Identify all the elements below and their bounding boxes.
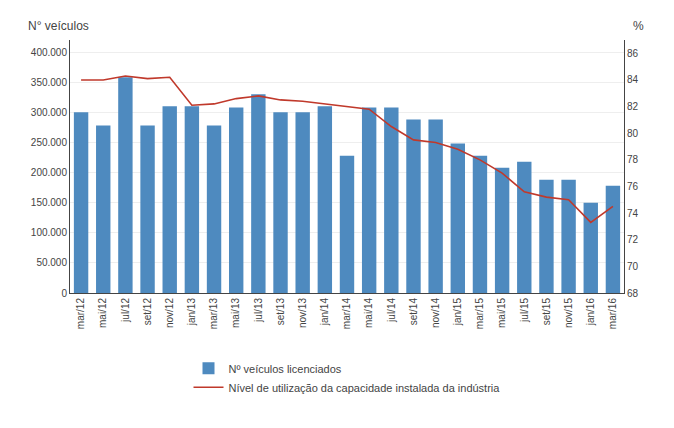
svg-text:Nº veículos licenciados: Nº veículos licenciados [229, 363, 342, 375]
svg-text:mai/13: mai/13 [230, 298, 241, 328]
svg-text:set/12: set/12 [142, 298, 153, 326]
svg-text:78: 78 [627, 154, 639, 165]
svg-text:82: 82 [627, 101, 639, 112]
svg-text:jan/13: jan/13 [186, 298, 197, 327]
svg-text:mar/12: mar/12 [75, 298, 86, 330]
svg-text:72: 72 [627, 234, 639, 245]
svg-text:80: 80 [627, 128, 639, 139]
svg-text:68: 68 [627, 288, 639, 299]
svg-text:70: 70 [627, 261, 639, 272]
svg-text:nov/12: nov/12 [164, 298, 175, 328]
svg-text:250.000: 250.000 [31, 137, 68, 148]
svg-text:set/13: set/13 [275, 298, 286, 326]
svg-text:mar/13: mar/13 [208, 298, 219, 330]
svg-text:86: 86 [627, 48, 639, 59]
svg-text:%: % [633, 19, 644, 33]
svg-text:84: 84 [627, 74, 639, 85]
svg-text:400.000: 400.000 [31, 47, 68, 58]
svg-text:jul/15: jul/15 [519, 298, 530, 323]
svg-text:mai/12: mai/12 [97, 298, 108, 328]
svg-text:jul/12: jul/12 [120, 298, 131, 323]
svg-text:74: 74 [627, 208, 639, 219]
svg-text:jan/15: jan/15 [452, 298, 463, 327]
svg-text:jan/16: jan/16 [585, 298, 596, 327]
svg-text:Nível de utilização da capacid: Nível de utilização da capacidade instal… [229, 382, 501, 394]
svg-text:200.000: 200.000 [31, 167, 68, 178]
svg-text:0: 0 [61, 288, 67, 299]
svg-text:76: 76 [627, 181, 639, 192]
svg-text:jul/14: jul/14 [386, 298, 397, 323]
svg-text:jan/14: jan/14 [319, 298, 330, 327]
svg-text:mai/15: mai/15 [496, 298, 507, 328]
svg-text:100.000: 100.000 [31, 227, 68, 238]
svg-text:set/14: set/14 [408, 298, 419, 326]
svg-text:nov/15: nov/15 [563, 298, 574, 328]
svg-text:jul/13: jul/13 [253, 298, 264, 323]
svg-text:50.000: 50.000 [36, 257, 67, 268]
svg-text:mar/16: mar/16 [607, 298, 618, 330]
svg-text:350.000: 350.000 [31, 77, 68, 88]
svg-text:nov/13: nov/13 [297, 298, 308, 328]
svg-text:mar/14: mar/14 [341, 298, 352, 330]
svg-text:set/15: set/15 [541, 298, 552, 326]
svg-text:mar/15: mar/15 [474, 298, 485, 330]
svg-text:N° veículos: N° veículos [28, 19, 89, 33]
svg-text:150.000: 150.000 [31, 197, 68, 208]
svg-text:mai/14: mai/14 [363, 298, 374, 328]
svg-text:nov/14: nov/14 [430, 298, 441, 328]
svg-text:300.000: 300.000 [31, 107, 68, 118]
